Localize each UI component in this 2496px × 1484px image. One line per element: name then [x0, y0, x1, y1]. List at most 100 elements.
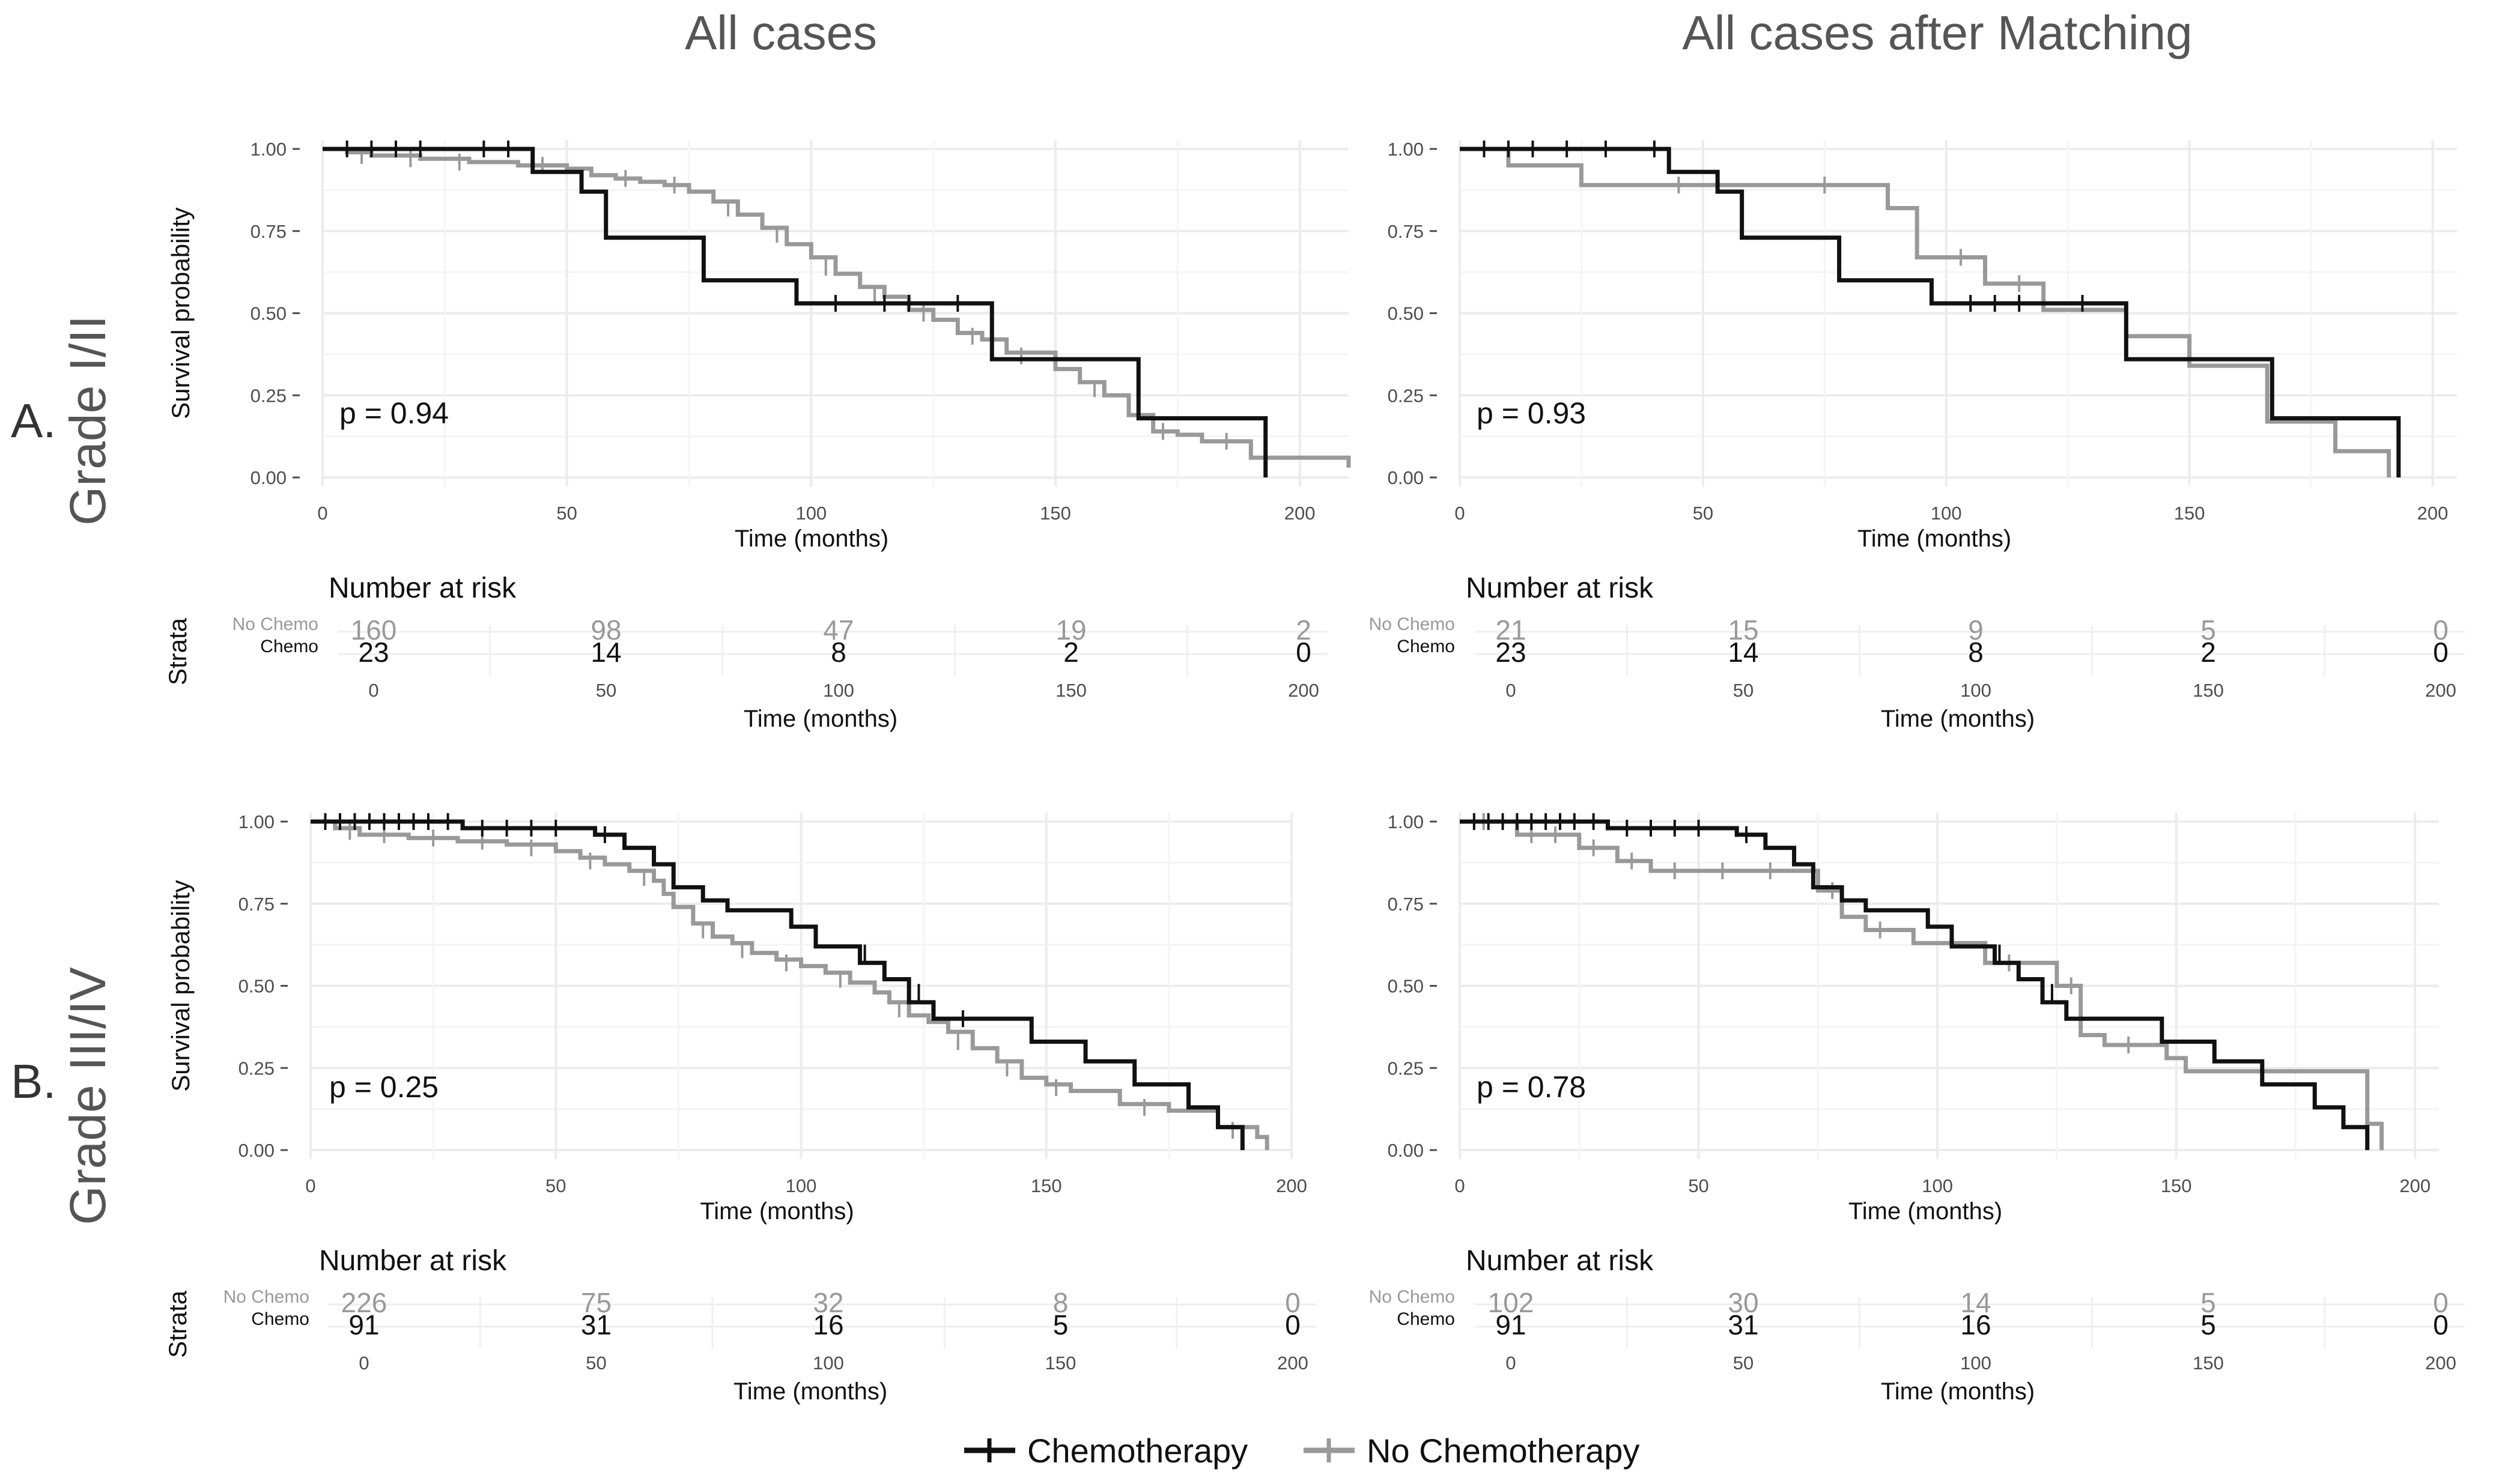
risk-value-chemo: 8	[1968, 637, 1984, 668]
x-tick-label: 200	[2417, 503, 2449, 524]
x-tick-label: 0	[305, 1175, 315, 1196]
risk-value-chemo: 5	[2200, 1309, 2216, 1340]
risk-x-tick-label: 50	[1733, 680, 1754, 701]
risk-x-axis-title: Time (months)	[744, 706, 897, 732]
risk-table-title: Number at risk	[1466, 572, 1654, 604]
y-tick-label: 0.00	[1388, 467, 1424, 488]
risk-x-axis-title: Time (months)	[1881, 1378, 2035, 1405]
risk-row-label-chemo: Chemo	[1397, 1309, 1455, 1329]
risk-value-chemo: 5	[1053, 1309, 1069, 1340]
risk-value-chemo: 8	[831, 637, 846, 668]
risk-x-axis-title: Time (months)	[733, 1378, 887, 1405]
curve-chemotherapy	[311, 819, 1245, 1150]
risk-value-no-chemo: 0	[1285, 1287, 1301, 1318]
risk-value-chemo: 14	[1728, 637, 1758, 668]
risk-x-tick-label: 200	[2425, 680, 2456, 701]
risk-value-chemo: 23	[358, 637, 389, 668]
risk-value-no-chemo: 2	[1296, 614, 1311, 646]
x-tick-label: 0	[1454, 1175, 1465, 1196]
p-value-label: p = 0.93	[1477, 396, 1586, 430]
risk-value-chemo: 14	[591, 637, 621, 668]
x-tick-label: 50	[1693, 503, 1713, 524]
risk-value-chemo: 91	[1495, 1309, 1526, 1340]
risk-value-no-chemo: 0	[2433, 1287, 2449, 1318]
x-tick-label: 100	[786, 1175, 817, 1196]
y-tick-label: 1.00	[1388, 139, 1424, 160]
risk-x-tick-label: 200	[1288, 680, 1319, 701]
y-tick-label: 0.75	[238, 894, 275, 915]
risk-value-no-chemo: 102	[1488, 1287, 1534, 1318]
risk-x-tick-label: 200	[2425, 1352, 2456, 1373]
curve-no-chemotherapy	[311, 819, 1269, 1150]
y-tick-label: 1.00	[251, 139, 287, 160]
curve-no-chemotherapy	[1460, 819, 2384, 1150]
risk-x-tick-label: 150	[2193, 680, 2224, 701]
risk-x-tick-label: 50	[586, 1352, 606, 1373]
x-axis-title: Time (months)	[1857, 525, 2011, 552]
risk-row-label-no-chemo: No Chemo	[232, 614, 318, 634]
risk-x-tick-label: 100	[1960, 1352, 1991, 1373]
y-tick-label: 0.50	[1388, 976, 1424, 997]
risk-x-tick-label: 200	[1277, 1352, 1308, 1373]
risk-row-label-chemo: Chemo	[260, 637, 318, 656]
x-tick-label: 200	[1276, 1175, 1307, 1196]
x-tick-label: 150	[2174, 503, 2205, 524]
x-tick-label: 0	[1454, 503, 1465, 524]
risk-row-label-no-chemo: No Chemo	[223, 1287, 309, 1307]
risk-value-no-chemo: 15	[1728, 614, 1758, 646]
x-tick-label: 150	[1031, 1175, 1062, 1196]
risk-value-no-chemo: 14	[1960, 1287, 1991, 1318]
x-tick-label: 150	[1040, 503, 1071, 524]
risk-x-tick-label: 100	[823, 680, 854, 701]
risk-value-no-chemo: 47	[823, 614, 854, 646]
risk-table-title: Number at risk	[319, 1245, 507, 1277]
risk-x-tick-label: 0	[1505, 1352, 1516, 1373]
curve-chemotherapy	[1460, 819, 2370, 1150]
risk-value-chemo: 0	[2433, 1309, 2449, 1340]
risk-value-no-chemo: 5	[2200, 1287, 2216, 1318]
x-tick-label: 200	[2399, 1175, 2431, 1196]
risk-value-no-chemo: 0	[2433, 614, 2449, 646]
x-axis-title: Time (months)	[735, 525, 888, 552]
risk-row-label-chemo: Chemo	[251, 1309, 309, 1329]
risk-row-label-chemo: Chemo	[1397, 637, 1455, 656]
row-letter-a: A.	[11, 394, 56, 447]
x-axis-title: Time (months)	[1848, 1198, 2002, 1225]
x-tick-label: 0	[317, 503, 327, 524]
p-value-label: p = 0.78	[1477, 1070, 1586, 1104]
risk-value-no-chemo: 5	[2200, 614, 2216, 646]
x-tick-label: 50	[556, 503, 577, 524]
y-tick-label: 0.75	[1388, 894, 1424, 915]
y-tick-label: 0.25	[1388, 385, 1424, 406]
x-tick-label: 100	[1931, 503, 1962, 524]
risk-value-no-chemo: 32	[813, 1287, 843, 1318]
risk-x-tick-label: 0	[1505, 680, 1516, 701]
p-value-label: p = 0.25	[329, 1070, 439, 1104]
risk-value-no-chemo: 9	[1968, 614, 1984, 646]
risk-value-no-chemo: 98	[591, 614, 621, 646]
risk-x-tick-label: 50	[596, 680, 616, 701]
risk-row-label-no-chemo: No Chemo	[1369, 614, 1455, 634]
risk-x-tick-label: 150	[1055, 680, 1087, 701]
risk-x-tick-label: 100	[1960, 680, 1991, 701]
y-tick-label: 0.75	[251, 221, 287, 242]
risk-value-chemo: 16	[1960, 1309, 1991, 1340]
curve-no-chemotherapy	[1460, 147, 2391, 477]
x-tick-label: 100	[1922, 1175, 1953, 1196]
risk-x-tick-label: 150	[1045, 1352, 1076, 1373]
y-tick-label: 0.25	[251, 385, 287, 406]
risk-value-no-chemo: 75	[581, 1287, 612, 1318]
risk-x-tick-label: 0	[359, 1352, 369, 1373]
x-tick-label: 150	[2161, 1175, 2192, 1196]
risk-table-title: Number at risk	[1466, 1245, 1654, 1277]
col-title-after-matching: All cases after Matching	[1682, 6, 2192, 59]
y-axis-title: Survival probability	[166, 880, 195, 1092]
risk-value-no-chemo: 160	[351, 614, 397, 646]
legend-nochemo-label: No Chemotherapy	[1367, 1432, 1639, 1470]
risk-value-no-chemo: 30	[1728, 1287, 1758, 1318]
risk-value-chemo: 31	[1728, 1309, 1758, 1340]
